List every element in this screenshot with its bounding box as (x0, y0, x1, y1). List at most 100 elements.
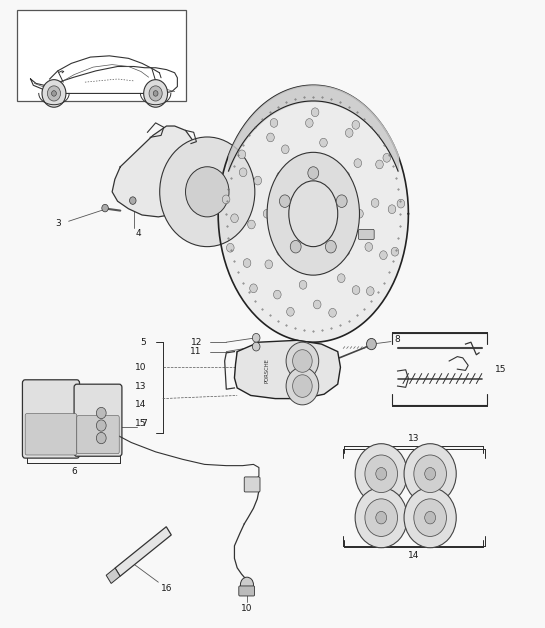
Circle shape (352, 121, 360, 129)
Circle shape (102, 204, 108, 212)
Text: 10: 10 (241, 604, 253, 613)
Circle shape (238, 150, 246, 159)
FancyBboxPatch shape (77, 416, 119, 454)
Circle shape (239, 168, 247, 176)
Circle shape (231, 214, 238, 223)
Ellipse shape (185, 167, 229, 217)
Text: 13: 13 (408, 433, 420, 443)
Circle shape (352, 286, 360, 295)
Circle shape (365, 455, 397, 492)
Circle shape (277, 171, 284, 180)
Circle shape (376, 511, 386, 524)
Ellipse shape (218, 85, 408, 342)
Circle shape (365, 242, 373, 251)
Circle shape (293, 350, 312, 372)
Circle shape (47, 86, 60, 101)
Circle shape (96, 408, 106, 419)
Circle shape (365, 499, 397, 536)
Circle shape (263, 209, 271, 218)
Circle shape (342, 171, 350, 180)
Circle shape (397, 199, 405, 208)
Text: 10: 10 (135, 363, 147, 372)
Circle shape (356, 209, 364, 218)
Circle shape (414, 455, 446, 492)
Circle shape (320, 138, 328, 147)
Circle shape (144, 80, 167, 107)
Circle shape (306, 119, 313, 127)
Circle shape (383, 153, 391, 162)
Circle shape (354, 159, 361, 168)
Circle shape (355, 444, 407, 504)
Circle shape (311, 108, 319, 117)
Circle shape (376, 467, 386, 480)
Circle shape (287, 307, 294, 316)
Circle shape (371, 198, 379, 207)
Polygon shape (112, 126, 202, 217)
Circle shape (149, 86, 162, 101)
Text: PORSCHE: PORSCHE (264, 358, 270, 383)
Text: 16: 16 (161, 584, 173, 593)
Text: 14: 14 (408, 551, 420, 560)
Text: 15: 15 (135, 419, 147, 428)
Circle shape (274, 290, 281, 299)
Circle shape (267, 133, 274, 142)
Circle shape (250, 284, 257, 293)
Circle shape (355, 487, 407, 548)
FancyBboxPatch shape (22, 380, 80, 458)
Circle shape (227, 244, 234, 252)
Circle shape (280, 195, 290, 207)
Text: 13: 13 (135, 382, 147, 391)
Polygon shape (106, 568, 120, 583)
FancyBboxPatch shape (239, 586, 255, 596)
Circle shape (42, 80, 66, 107)
Circle shape (310, 156, 317, 165)
Circle shape (325, 241, 336, 253)
Circle shape (346, 129, 353, 138)
Circle shape (247, 220, 255, 229)
Circle shape (310, 263, 317, 271)
FancyBboxPatch shape (25, 414, 77, 455)
Text: 12: 12 (190, 338, 202, 347)
Circle shape (391, 247, 399, 256)
Text: 11: 11 (190, 347, 202, 356)
Ellipse shape (267, 153, 360, 275)
Text: 4: 4 (136, 229, 141, 238)
Circle shape (367, 338, 377, 350)
Circle shape (96, 433, 106, 444)
Circle shape (254, 176, 262, 185)
Circle shape (130, 197, 136, 204)
Circle shape (404, 444, 456, 504)
Circle shape (281, 145, 289, 154)
Circle shape (290, 241, 301, 253)
Text: 15: 15 (495, 365, 507, 374)
Circle shape (366, 287, 374, 296)
Circle shape (277, 247, 284, 256)
FancyBboxPatch shape (244, 477, 260, 492)
Ellipse shape (289, 181, 338, 247)
Circle shape (286, 367, 319, 405)
Text: 7: 7 (141, 419, 147, 428)
Circle shape (425, 467, 435, 480)
Circle shape (252, 342, 260, 351)
Circle shape (404, 487, 456, 548)
Circle shape (270, 119, 278, 127)
Circle shape (425, 511, 435, 524)
Circle shape (52, 90, 56, 96)
Circle shape (313, 300, 321, 309)
Text: 8: 8 (395, 335, 401, 344)
Circle shape (388, 205, 396, 214)
Circle shape (293, 375, 312, 398)
Circle shape (286, 342, 319, 380)
Circle shape (336, 195, 347, 207)
Circle shape (329, 308, 336, 317)
Circle shape (265, 260, 272, 269)
Text: 1: 1 (384, 190, 390, 200)
Circle shape (299, 281, 307, 290)
Text: 5: 5 (141, 338, 147, 347)
Polygon shape (234, 340, 341, 399)
Circle shape (153, 90, 158, 96)
Polygon shape (115, 527, 171, 577)
Text: 6: 6 (71, 467, 77, 477)
Bar (17, 10, 185, 101)
Circle shape (380, 251, 387, 259)
